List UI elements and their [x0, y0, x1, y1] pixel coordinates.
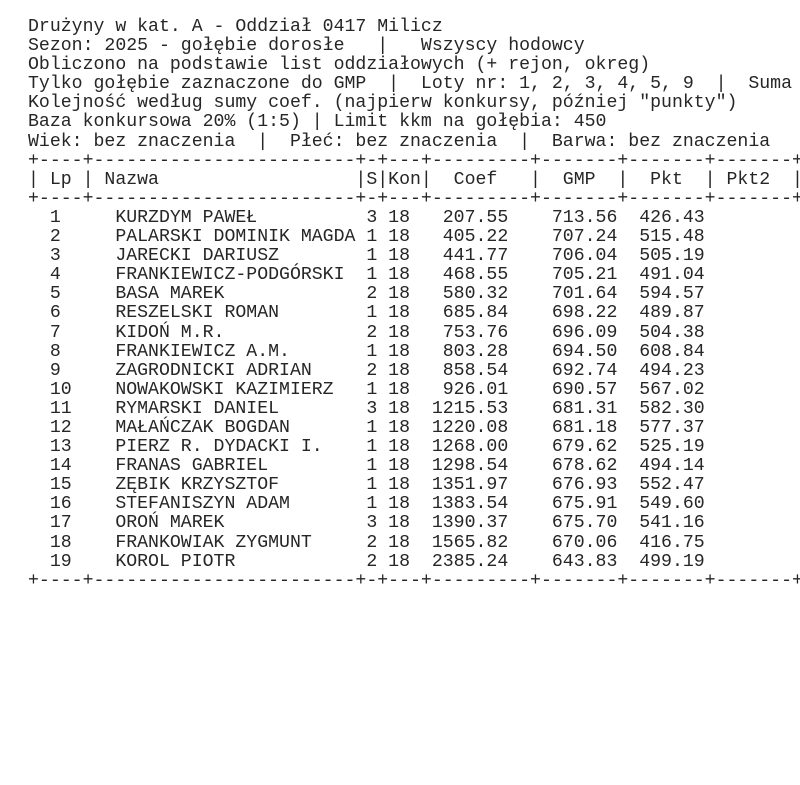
report-line-season: Sezon: 2025 - gołębie dorosłe | Wszyscy … [28, 36, 585, 57]
table-row: 15 ZĘBIK KRZYSZTOF 1 18 1351.97 676.93 5… [28, 475, 705, 496]
report: Drużyny w kat. A - Oddział 0417 Milicz Se… [28, 17, 800, 591]
table-row: 2 PALARSKI DOMINIK MAGDA 1 18 405.22 707… [28, 227, 705, 248]
report-line-basis: Obliczono na podstawie list oddziałowych… [28, 55, 651, 76]
table-row: 17 OROŃ MAREK 3 18 1390.37 675.70 541.16 [28, 513, 705, 534]
report-line-flights: Tylko gołębie zaznaczone do GMP | Loty n… [28, 74, 792, 95]
table-row: 7 KIDOŃ M.R. 2 18 753.76 696.09 504.38 [28, 322, 705, 343]
table-row: 19 KOROL PIOTR 2 18 2385.24 643.83 499.1… [28, 551, 705, 572]
table-border-mid: +----+------------------------+-+---+---… [28, 188, 800, 209]
table-row: 3 JARECKI DARIUSZ 1 18 441.77 706.04 505… [28, 246, 705, 267]
table-row: 12 MAŁAŃCZAK BOGDAN 1 18 1220.08 681.18 … [28, 417, 705, 438]
report-line-ordering: Kolejność według sumy coef. (najpierw ko… [28, 93, 738, 114]
table-row: 5 BASA MAREK 2 18 580.32 701.64 594.57 [28, 284, 705, 305]
table-row: 18 FRANKOWIAK ZYGMUNT 2 18 1565.82 670.0… [28, 532, 705, 553]
table-row: 11 RYMARSKI DANIEL 3 18 1215.53 681.31 5… [28, 398, 705, 419]
table-row: 1 KURZDYM PAWEŁ 3 18 207.55 713.56 426.4… [28, 207, 705, 228]
table-row: 16 STEFANISZYN ADAM 1 18 1383.54 675.91 … [28, 494, 705, 515]
table-row: 9 ZAGRODNICKI ADRIAN 2 18 858.54 692.74 … [28, 360, 705, 381]
table-row: 6 RESZELSKI ROMAN 1 18 685.84 698.22 489… [28, 303, 705, 324]
report-line-base: Baza konkursowa 20% (1:5) | Limit kkm na… [28, 112, 607, 133]
table-header-row: | Lp | Nazwa |S|Kon| Coef | GMP | Pkt | … [28, 169, 800, 190]
report-title: Drużyny w kat. A - Oddział 0417 Milicz [28, 17, 443, 37]
table-rows: 1 KURZDYM PAWEŁ 3 18 207.55 713.56 426.4… [28, 207, 800, 572]
table-border-bottom: +----+------------------------+-+---+---… [28, 570, 800, 591]
table-row: 8 FRANKIEWICZ A.M. 1 18 803.28 694.50 60… [28, 341, 705, 362]
table-row: 10 NOWAKOWSKI KAZIMIERZ 1 18 926.01 690.… [28, 379, 705, 400]
table-row: 4 FRANKIEWICZ-PODGÓRSKI 1 18 468.55 705.… [28, 265, 705, 286]
table-row: 14 FRANAS GABRIEL 1 18 1298.54 678.62 49… [28, 456, 705, 477]
table-border-top: +----+------------------------+-+---+---… [28, 150, 800, 171]
table-row: 13 PIERZ R. DYDACKI I. 1 18 1268.00 679.… [28, 437, 705, 458]
report-line-filters: Wiek: bez znaczenia | Płeć: bez znaczeni… [28, 131, 771, 152]
